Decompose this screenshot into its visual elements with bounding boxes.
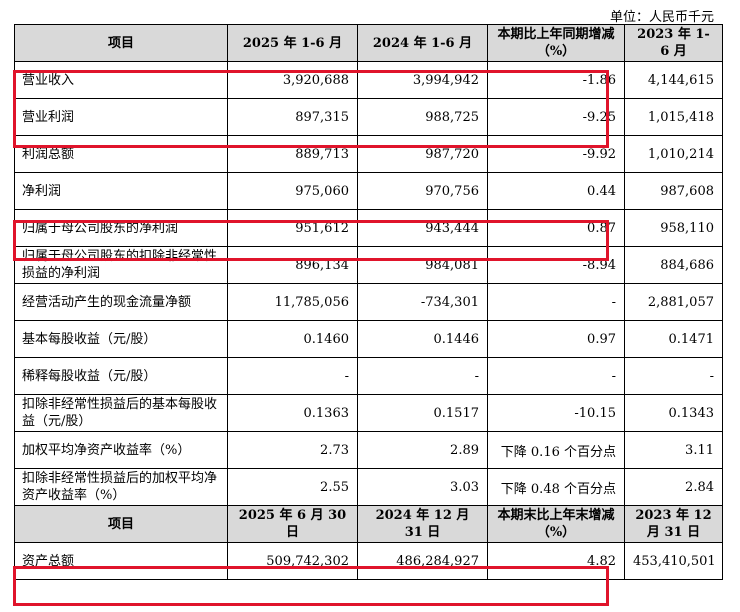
header-cell: 2024 年 1-6 月: [357, 24, 488, 62]
header-cell: 2025 年 1-6 月: [227, 24, 358, 62]
header-cell: 项目: [14, 505, 228, 543]
table-row: 净利润 975,060 970,756 0.44 987,608: [14, 172, 723, 210]
table-row: 稀释每股收益（元/股） - - - -: [14, 357, 723, 395]
financial-table: 项目 2025 年 1-6 月 2024 年 1-6 月 本期比上年同期增减（%…: [14, 24, 723, 580]
value-cell: 0.87: [487, 209, 625, 247]
table-row: 扣除非经常性损益后的基本每股收益（元/股） 0.1363 0.1517 -10.15 0…: [14, 394, 723, 432]
value-cell: 951,612: [227, 209, 358, 247]
value-cell: -8.94: [487, 246, 625, 284]
row-label: 资产总额: [14, 542, 228, 580]
header-cell: 2025 年 6 月 30 日: [227, 505, 358, 543]
unit-label: 单位：人民币千元: [609, 10, 714, 25]
value-cell: 1,015,418: [624, 98, 723, 136]
value-cell: -9.92: [487, 135, 625, 173]
row-label: 加权平均净资产收益率（%）: [14, 431, 228, 469]
value-cell: 988,725: [357, 98, 488, 136]
value-cell: 4,144,615: [624, 61, 723, 99]
row-label: 净利润: [14, 172, 228, 210]
table-header-row: 项目 2025 年 1-6 月 2024 年 1-6 月 本期比上年同期增减（%…: [14, 24, 723, 62]
value-cell: 2,881,057: [624, 283, 723, 321]
value-cell: 2.89: [357, 431, 488, 469]
table-row: 资产总额 509,742,302 486,284,927 4.82 453,410,50…: [14, 542, 723, 580]
value-cell: 下降 0.16 个百分点: [487, 431, 625, 469]
value-cell: 984,081: [357, 246, 488, 284]
value-cell: 2.73: [227, 431, 358, 469]
value-cell: 0.1517: [357, 394, 488, 432]
value-cell: 3.03: [357, 468, 488, 506]
table-row: 经营活动产生的现金流量净额 11,785,056 -734,301-2,881,05…: [14, 283, 723, 321]
row-label: 营业利润: [14, 98, 228, 136]
value-cell: 0.1363: [227, 394, 358, 432]
table-row: 利润总额 889,713 987,720 -9.92 1,010,214: [14, 135, 723, 173]
value-cell: 453,410,501: [624, 542, 723, 580]
value-cell: -10.15: [487, 394, 625, 432]
value-cell: 970,756: [357, 172, 488, 210]
value-cell: 987,608: [624, 172, 723, 210]
header-cell: 本期末比上年末增减（%）: [487, 505, 625, 543]
value-cell: -9.25: [487, 98, 625, 136]
value-cell: -: [357, 357, 488, 395]
value-cell: 2.55: [227, 468, 358, 506]
table-row: 归属于母公司股东的净利润 951,612 943,444 0.87 958,110: [14, 209, 723, 247]
header-cell: 项目: [14, 24, 228, 62]
value-cell: 884,686: [624, 246, 723, 284]
value-cell: 3,920,688: [227, 61, 358, 99]
header-cell: 本期比上年同期增减（%）: [487, 24, 625, 62]
row-label: 扣除非经常性损益后的基本每股收益（元/股）: [14, 394, 228, 432]
value-cell: 3.11: [624, 431, 723, 469]
value-cell: 2.84: [624, 468, 723, 506]
row-label: 营业收入: [14, 61, 228, 99]
row-label: 经营活动产生的现金流量净额: [14, 283, 228, 321]
value-cell: 0.44: [487, 172, 625, 210]
value-cell: 4.82: [487, 542, 625, 580]
value-cell: -: [624, 357, 723, 395]
header-cell: 2023 年 12 月 31 日: [624, 505, 723, 543]
value-cell: 11,785,056: [227, 283, 358, 321]
table-row: 加权平均净资产收益率（%） 2.73 2.89 下降 0.16 个百分点 3.11: [14, 431, 723, 469]
value-cell: 958,110: [624, 209, 723, 247]
value-cell: 943,444: [357, 209, 488, 247]
value-cell: 897,315: [227, 98, 358, 136]
value-cell: 896,134: [227, 246, 358, 284]
value-cell: -734,301: [357, 283, 488, 321]
value-cell: 0.97: [487, 320, 625, 358]
table-row: 归属于母公司股东的扣除非经常性损益的净利润 896,134 984,081 -8.94…: [14, 246, 723, 284]
value-cell: -: [227, 357, 358, 395]
table-row: 营业收入 3,920,688 3,994,942 -1.86 4,144,615: [14, 61, 723, 99]
value-cell: 0.1343: [624, 394, 723, 432]
value-cell: -: [487, 283, 625, 321]
value-cell: 0.1460: [227, 320, 358, 358]
row-label: 稀释每股收益（元/股）: [14, 357, 228, 395]
value-cell: -: [487, 357, 625, 395]
value-cell: 0.1471: [624, 320, 723, 358]
value-cell: 1,010,214: [624, 135, 723, 173]
table-row: 营业利润 897,315 988,725 -9.25 1,015,418: [14, 98, 723, 136]
header-cell: 2023 年 1-6 月: [624, 24, 723, 62]
value-cell: -1.86: [487, 61, 625, 99]
value-cell: 987,720: [357, 135, 488, 173]
table-header-row: 项目 2025 年 6 月 30 日 2024 年 12 月 31 日 本期末比…: [14, 505, 723, 543]
row-label: 归属于母公司股东的扣除非经常性损益的净利润: [14, 246, 228, 284]
header-cell: 2024 年 12 月 31 日: [357, 505, 488, 543]
value-cell: 3,994,942: [357, 61, 488, 99]
table-row: 扣除非经常性损益后的加权平均净资产收益率（%） 2.55 3.03 下降 0.48 个…: [14, 468, 723, 506]
row-label: 归属于母公司股东的净利润: [14, 209, 228, 247]
row-label: 扣除非经常性损益后的加权平均净资产收益率（%）: [14, 468, 228, 506]
value-cell: 0.1446: [357, 320, 488, 358]
value-cell: 486,284,927: [357, 542, 488, 580]
table-row: 基本每股收益（元/股） 0.1460 0.1446 0.97 0.1471: [14, 320, 723, 358]
row-label: 基本每股收益（元/股）: [14, 320, 228, 358]
value-cell: 509,742,302: [227, 542, 358, 580]
value-cell: 889,713: [227, 135, 358, 173]
value-cell: 下降 0.48 个百分点: [487, 468, 625, 506]
value-cell: 975,060: [227, 172, 358, 210]
row-label: 利润总额: [14, 135, 228, 173]
